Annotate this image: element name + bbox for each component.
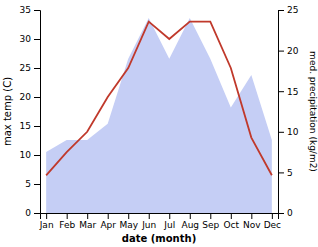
tick: Oct — [224, 213, 240, 230]
tick-mark — [34, 39, 40, 40]
tick-mark — [251, 213, 252, 219]
tick: 15 — [20, 121, 40, 131]
tick: 20 — [20, 92, 40, 102]
tick-label: 10 — [20, 150, 32, 160]
tick: Jul — [163, 213, 175, 230]
tick: 0 — [278, 208, 293, 218]
tick: Apr — [100, 213, 116, 230]
tick-mark — [169, 213, 170, 219]
tick-label: Apr — [100, 220, 116, 230]
tick-mark — [34, 184, 40, 185]
tick-mark — [278, 51, 284, 52]
tick-mark — [272, 213, 273, 219]
tick: 10 — [278, 127, 299, 137]
tick-label: 0 — [25, 208, 31, 218]
tick: 25 — [278, 5, 298, 15]
tick-label: 25 — [287, 5, 298, 15]
tick-label: 5 — [287, 168, 293, 178]
tick: Sep — [202, 213, 219, 230]
tick-mark — [278, 91, 284, 92]
marks — [46, 18, 272, 213]
tick-mark — [128, 213, 129, 219]
tick-label: Mar — [79, 220, 96, 230]
tick-mark — [210, 213, 211, 219]
tick-mark — [46, 213, 47, 219]
tick-mark — [87, 213, 88, 219]
tick: Jan — [39, 213, 54, 230]
tick-label: Jun — [141, 220, 156, 230]
plot: Jan Feb Mar AprMayJun Jul AugSep OctNovDec 0 5 10… — [20, 5, 299, 230]
tick-label: Jul — [163, 220, 175, 230]
tick-mark — [278, 213, 284, 214]
tick-label: 10 — [287, 127, 299, 137]
area — [46, 18, 272, 213]
y-axis-title: max temp (C) — [2, 77, 13, 146]
tick: 20 — [278, 46, 299, 56]
tick: 15 — [278, 87, 298, 97]
tick-label: Oct — [224, 220, 240, 230]
tick-mark — [278, 10, 284, 11]
tick-label: 0 — [287, 208, 293, 218]
tick: Jun — [141, 213, 156, 230]
tick-label: Aug — [181, 220, 199, 230]
y2-axis: 0 5 10 15 20 25 — [278, 5, 299, 218]
tick-mark — [34, 126, 40, 127]
y-axis: 0 5 10 15 20 25 30 35 — [20, 5, 41, 218]
tick-mark — [190, 213, 191, 219]
tick: May — [119, 213, 138, 230]
x-axis: Jan Feb Mar AprMayJun Jul AugSep OctNovDec — [39, 213, 281, 230]
tick-mark — [278, 132, 284, 133]
tick-label: May — [119, 220, 138, 230]
tick: Dec — [264, 213, 281, 230]
tick: Mar — [79, 213, 96, 230]
tick-mark — [34, 155, 40, 156]
tick-label: Feb — [59, 220, 75, 230]
tick-mark — [108, 213, 109, 219]
line — [46, 22, 272, 176]
tick-label: 5 — [25, 179, 31, 189]
tick-mark — [278, 172, 284, 173]
tick-label: 20 — [287, 46, 299, 56]
axis-line — [41, 214, 279, 220]
tick-label: 15 — [287, 87, 298, 97]
tick: 5 — [25, 179, 40, 189]
tick: Nov — [243, 213, 261, 230]
tick-label: 15 — [20, 121, 31, 131]
axis-line — [279, 11, 285, 214]
tick-mark — [231, 213, 232, 219]
tick-label: Jan — [39, 220, 54, 230]
tick: Aug — [181, 213, 199, 230]
tick: Feb — [59, 213, 75, 230]
tick-mark — [34, 97, 40, 98]
tick-mark — [149, 213, 150, 219]
x-axis-title: date (month) — [122, 233, 196, 244]
tick: 0 — [25, 208, 40, 218]
tick-label: 30 — [20, 34, 32, 44]
y2-axis-title: med. precipitation (kg/m2) — [308, 51, 318, 172]
tick-label: Nov — [243, 220, 261, 230]
tick-mark — [34, 68, 40, 69]
tick: 25 — [20, 63, 40, 73]
tick: 35 — [20, 5, 40, 15]
chart: Jan Feb Mar AprMayJun Jul AugSep OctNovDec 0 5 10… — [0, 0, 318, 247]
tick-mark — [34, 213, 40, 214]
tick: 5 — [278, 168, 293, 178]
tick-label: Sep — [202, 220, 219, 230]
tick-label: 35 — [20, 5, 31, 15]
tick-label: 25 — [20, 63, 31, 73]
tick-mark — [34, 10, 40, 11]
axis-line — [34, 11, 41, 214]
tick: 30 — [20, 34, 40, 44]
tick-label: Dec — [264, 220, 281, 230]
tick-label: 20 — [20, 92, 32, 102]
tick: 10 — [20, 150, 40, 160]
tick-mark — [67, 213, 68, 219]
